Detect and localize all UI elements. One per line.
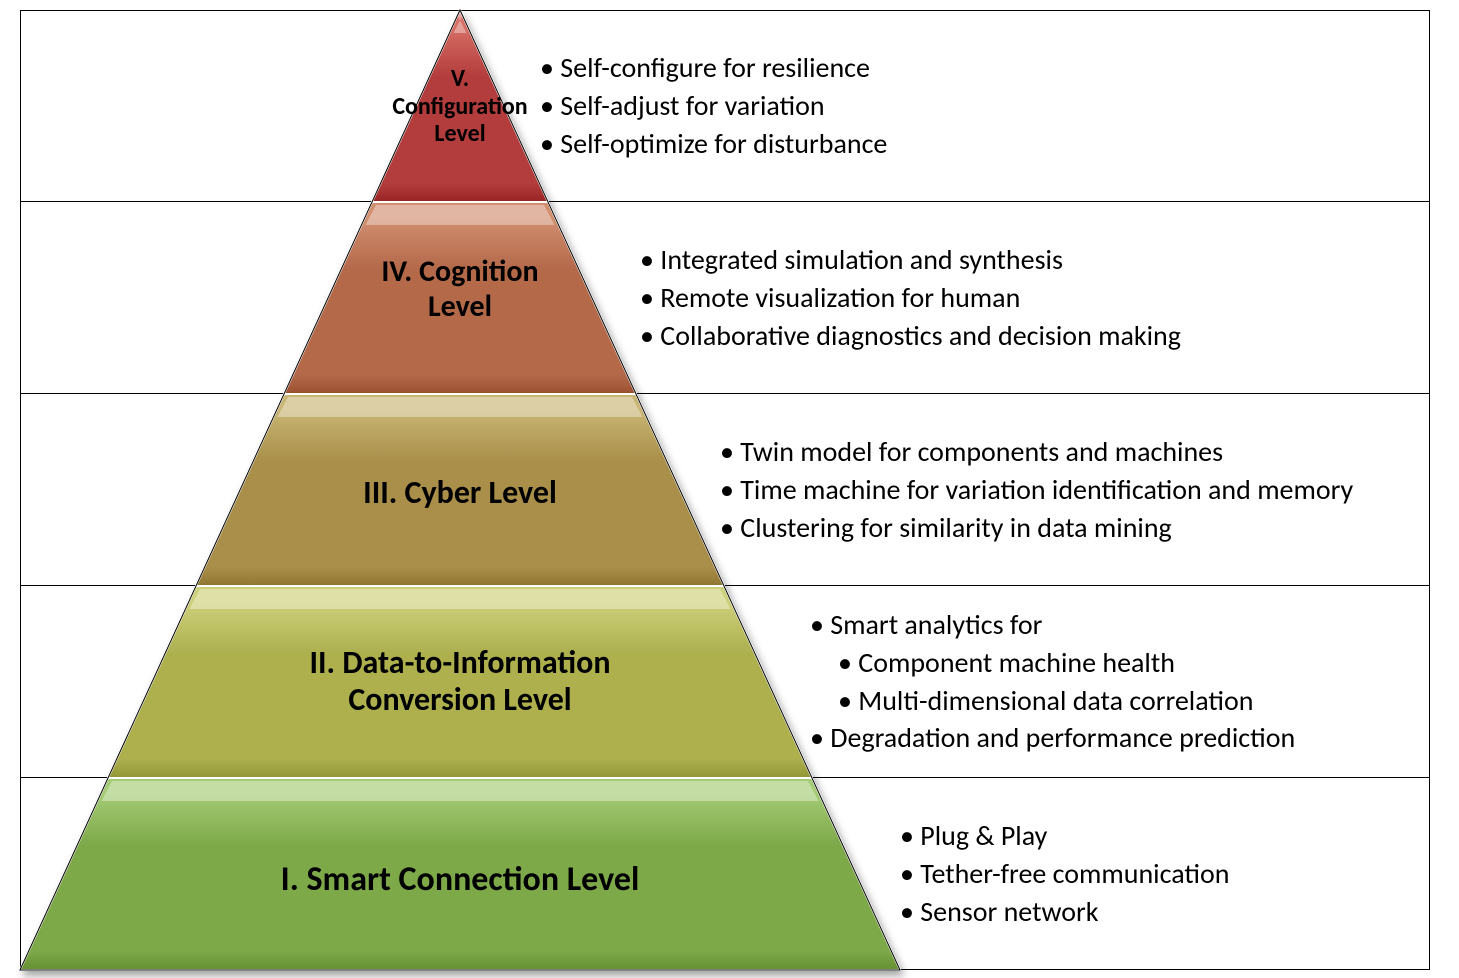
level-label-l5: V.ConfigurationLevel (365, 65, 555, 148)
attribute-item: Collaborative diagnostics and decision m… (640, 317, 1410, 355)
attribute-item: Sensor network (900, 893, 1410, 931)
attribute-item: Twin model for components and machines (720, 433, 1410, 471)
level-label-l2: II. Data-to-InformationConversion Level (200, 645, 720, 719)
attribute-item: Time machine for variation identificatio… (720, 471, 1410, 509)
attribute-item: Smart analytics for (810, 606, 1410, 644)
attribute-item: Remote visualization for human (640, 279, 1410, 317)
level-label-l4: IV. CognitionLevel (330, 255, 590, 324)
attribute-item: Multi-dimensional data correlation (810, 682, 1410, 720)
attributes-l2: Smart analytics forComponent machine hea… (810, 606, 1410, 757)
attribute-item: Self-adjust for variation (540, 87, 1410, 125)
stage: FUNCTIONS ATTRIBUTES V.ConfigurationLeve… (0, 0, 1459, 978)
attributes-l1: Plug & PlayTether-free communicationSens… (900, 817, 1410, 930)
level-label-l1: I. Smart Connection Level (160, 860, 760, 899)
attribute-item: Degradation and performance prediction (810, 719, 1410, 757)
attribute-item: Component machine health (810, 644, 1410, 682)
attributes-l3: Twin model for components and machinesTi… (720, 433, 1410, 546)
attribute-item: Self-configure for resilience (540, 49, 1410, 87)
attribute-item: Integrated simulation and synthesis (640, 241, 1410, 279)
attribute-item: Plug & Play (900, 817, 1410, 855)
attributes-l5: Self-configure for resilienceSelf-adjust… (540, 49, 1410, 162)
level-label-l3: III. Cyber Level (300, 475, 620, 512)
attribute-item: Self-optimize for disturbance (540, 125, 1410, 163)
attribute-item: Tether-free communication (900, 855, 1410, 893)
attributes-l4: Integrated simulation and synthesisRemot… (640, 241, 1410, 354)
pyramid-diagram: V.ConfigurationLevel IV. CognitionLevel II… (20, 10, 1430, 970)
attribute-item: Clustering for similarity in data mining (720, 509, 1410, 547)
